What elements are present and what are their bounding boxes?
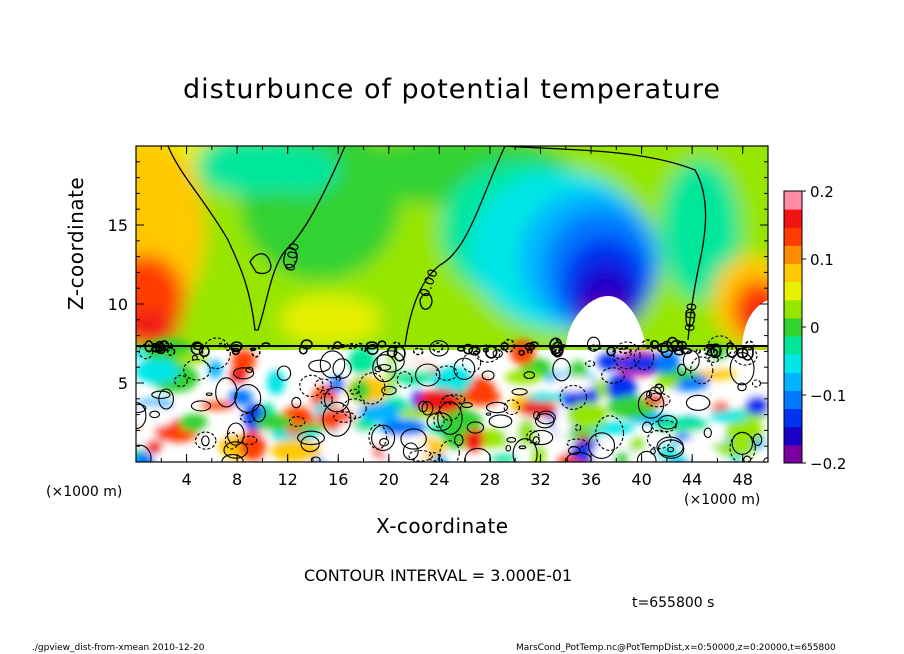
x-tick-label: 28 <box>480 470 500 489</box>
footer-right: MarsCond_PotTemp.nc@PotTempDist,x=0:5000… <box>516 643 836 653</box>
colorbar-swatch <box>784 390 802 410</box>
colorbar-tick-label: −0.2 <box>810 455 846 473</box>
x-tick-label: 8 <box>232 470 242 489</box>
contour-label: 0.00 <box>683 302 700 332</box>
colorbar-swatch <box>784 317 802 337</box>
x-tick-label: 48 <box>733 470 753 489</box>
colorbar-swatch <box>784 372 802 391</box>
colorbar-tick-label: 0 <box>810 319 820 337</box>
chart-title: disturbunce of potential temperature <box>183 74 721 105</box>
contour-line-6 <box>685 308 696 328</box>
footer-left: ./gpview_dist-from-xmean 2010-12-20 <box>32 643 205 653</box>
contour-line-2 <box>504 146 707 341</box>
colorbar-swatch <box>784 299 802 319</box>
x-tick-label: 40 <box>631 470 651 489</box>
x-tick-label: 20 <box>379 470 399 489</box>
contour-line-3 <box>249 253 272 275</box>
colorbar-swatch <box>784 227 802 246</box>
x-tick-label: 24 <box>429 470 449 489</box>
colorbar-swatch <box>784 336 802 355</box>
y-tick-label: 10 <box>108 295 128 314</box>
saturated-region <box>566 296 646 346</box>
x-tick-label: 12 <box>278 470 298 489</box>
upper-field <box>136 146 768 370</box>
colorbar-swatch <box>784 444 802 464</box>
colorbar-swatch <box>784 426 802 446</box>
colorbar-tick-label: 0.1 <box>810 251 834 269</box>
colorbar-tick-label: −0.1 <box>810 387 846 405</box>
time-label: t=655800 s <box>632 595 715 611</box>
y-tick-label: 5 <box>118 374 128 393</box>
x-left-unit-label: (×1000 m) <box>46 484 123 500</box>
y-axis-label: Z-coordinate <box>64 176 88 310</box>
x-tick-label: 32 <box>530 470 550 489</box>
colorbar-swatch <box>784 408 802 428</box>
colorbar-swatch <box>784 245 802 265</box>
x-tick-label: 44 <box>682 470 702 489</box>
colorbar-swatch <box>784 263 802 283</box>
x-axis-label: X-coordinate <box>376 514 509 538</box>
colorbar-swatch <box>784 209 802 228</box>
contour-label: 0.00 <box>283 242 303 273</box>
x-tick-label: 16 <box>328 470 348 489</box>
colorbar-swatch <box>784 281 802 301</box>
contour-line-4 <box>283 247 298 269</box>
contour-line-0 <box>167 146 346 331</box>
contour-line-5 <box>419 292 433 310</box>
x-right-unit-label: (×1000 m) <box>684 492 761 508</box>
colorbar-tick-label: 0.2 <box>810 183 834 201</box>
colorbar-swatch <box>784 354 802 373</box>
x-tick-label: 36 <box>581 470 601 489</box>
y-tick-label: 15 <box>108 216 128 235</box>
colorbar-swatch <box>784 191 802 210</box>
contour-line-1 <box>404 146 506 346</box>
x-tick-label: 4 <box>181 470 191 489</box>
contour-interval-label: CONTOUR INTERVAL = 3.000E-01 <box>304 566 573 585</box>
